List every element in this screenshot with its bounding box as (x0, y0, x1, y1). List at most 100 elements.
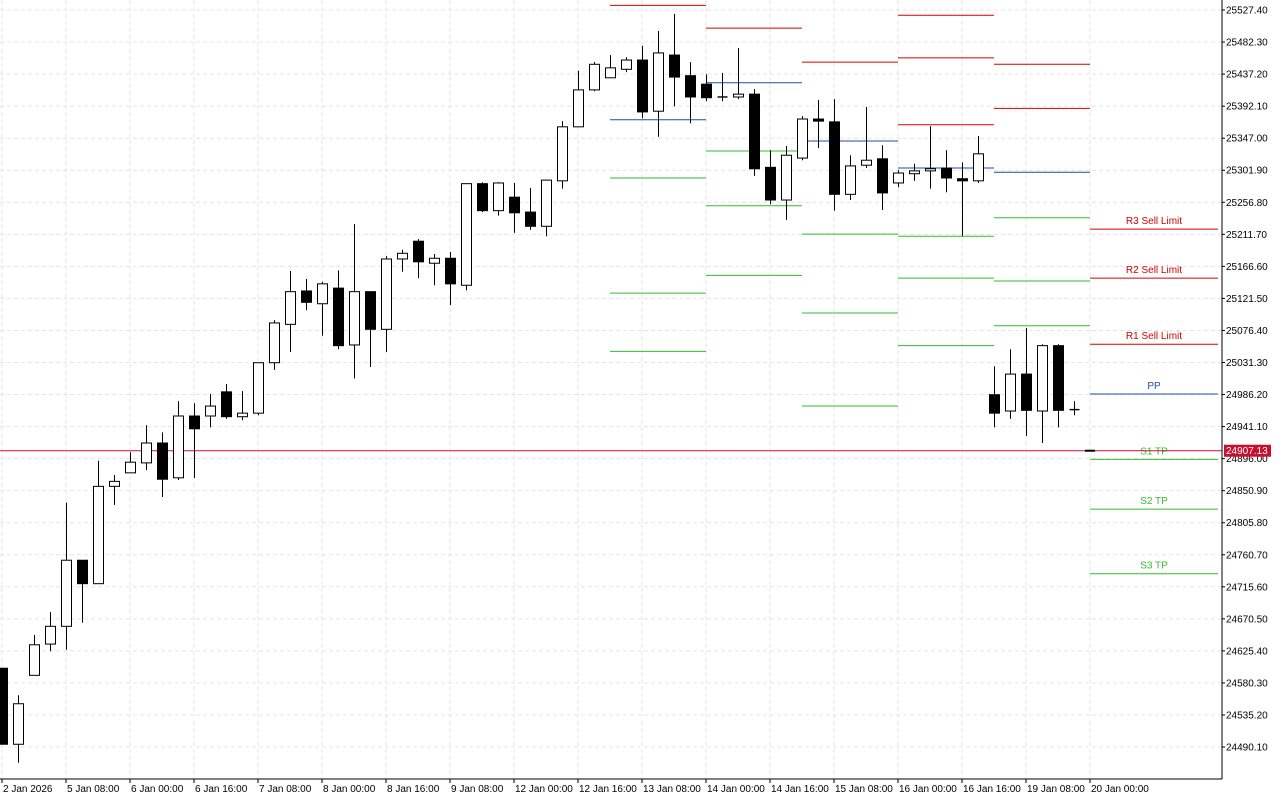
candle-body (173, 415, 184, 479)
candle-body (93, 485, 104, 585)
candle-body (605, 67, 616, 79)
candle-body (461, 183, 472, 286)
x-tick-label: 12 Jan 00:00 (515, 784, 573, 795)
candle-body (157, 442, 168, 480)
candle-body (749, 93, 760, 170)
y-tick-label: 24715.60 (1226, 582, 1268, 593)
pivot-label: PP (1147, 381, 1161, 392)
current-price-label: 24907.13 (1226, 446, 1268, 457)
y-tick-label: 24805.80 (1226, 518, 1268, 529)
support-label: S3 TP (1140, 561, 1168, 572)
candle-body (381, 258, 392, 330)
current-price-box (1224, 444, 1271, 457)
candle-body (269, 322, 280, 364)
x-tick-label: 7 Jan 08:00 (259, 784, 312, 795)
y-tick-label: 25031.30 (1226, 358, 1268, 369)
x-tick-label: 12 Jan 16:00 (579, 784, 637, 795)
candle-body (893, 172, 904, 184)
y-tick-label: 24670.50 (1226, 614, 1268, 625)
y-tick-label: 24760.70 (1226, 550, 1268, 561)
y-tick-label: 25437.20 (1226, 70, 1268, 81)
y-tick-label: 25347.00 (1226, 134, 1268, 145)
candle-body (125, 461, 136, 474)
y-tick-label: 24580.30 (1226, 678, 1268, 689)
candle-body (941, 167, 952, 179)
candle-body (1037, 345, 1048, 412)
candle-body (301, 290, 312, 303)
y-tick-label: 24896.00 (1226, 454, 1268, 465)
candle-body (285, 291, 296, 325)
candle-body (957, 178, 968, 182)
candle-body (909, 170, 920, 175)
x-tick-label: 5 Jan 08:00 (67, 784, 120, 795)
y-tick-label: 25121.50 (1226, 294, 1268, 305)
resistance-label: R2 Sell Limit (1126, 265, 1182, 276)
candle-body (589, 63, 600, 91)
y-tick-label: 24490.10 (1226, 743, 1268, 754)
x-tick-label: 16 Jan 00:00 (899, 784, 957, 795)
y-tick-label: 25076.40 (1226, 326, 1268, 337)
candle-body (205, 405, 216, 417)
candle-body (733, 93, 744, 98)
candle-body (621, 59, 632, 70)
candle-body (221, 391, 232, 418)
candle-body (77, 559, 88, 585)
candle-body (877, 158, 888, 194)
x-tick-label: 14 Jan 16:00 (771, 784, 829, 795)
x-tick-label: 8 Jan 00:00 (323, 784, 376, 795)
candle-body (653, 52, 664, 112)
support-label: S2 TP (1140, 496, 1168, 507)
x-tick-label: 13 Jan 08:00 (643, 784, 701, 795)
candle-body (797, 118, 808, 159)
candle-body (253, 362, 264, 414)
candle-body (925, 168, 936, 172)
candle-body (317, 283, 328, 305)
candle-body (813, 118, 824, 122)
candle-body (765, 166, 776, 201)
resistance-label: R1 Sell Limit (1126, 331, 1182, 342)
x-tick-label: 6 Jan 00:00 (131, 784, 184, 795)
candle-body (333, 287, 344, 347)
candle-body (141, 442, 152, 464)
y-tick-label: 25482.30 (1226, 38, 1268, 49)
x-tick-label: 16 Jan 16:00 (963, 784, 1021, 795)
x-tick-label: 14 Jan 00:00 (707, 784, 765, 795)
candle-body (349, 291, 360, 346)
candle-body (109, 480, 120, 487)
candle-body (237, 412, 248, 418)
candle-body (61, 559, 72, 627)
candle-body (429, 257, 440, 264)
y-tick-label: 25256.80 (1226, 198, 1268, 209)
candle-body (861, 159, 872, 166)
candle-body (637, 59, 648, 113)
candle-body (845, 165, 856, 195)
candle-body (685, 75, 696, 98)
candle-body (477, 183, 488, 212)
y-tick-label: 24850.90 (1226, 486, 1268, 497)
x-tick-label: 19 Jan 08:00 (1027, 784, 1085, 795)
candle-body (397, 252, 408, 260)
y-tick-label: 24941.10 (1226, 422, 1268, 433)
y-tick-label: 24625.40 (1226, 646, 1268, 657)
y-tick-label: 25392.10 (1226, 102, 1268, 113)
y-tick-label: 25527.40 (1226, 6, 1268, 17)
candle-body (13, 703, 24, 745)
candle-body (1053, 345, 1064, 411)
x-tick-label: 20 Jan 00:00 (1091, 784, 1149, 795)
candle-body (1021, 373, 1032, 411)
x-tick-label: 9 Jan 08:00 (451, 784, 504, 795)
y-tick-label: 25166.60 (1226, 262, 1268, 273)
candle-body (413, 240, 424, 263)
x-tick-label: 15 Jan 08:00 (835, 784, 893, 795)
candle-body (493, 182, 504, 212)
candle-body (525, 211, 536, 227)
candle-body (29, 644, 40, 676)
x-tick-label: 6 Jan 16:00 (195, 784, 248, 795)
candle-body (701, 83, 712, 99)
candle-body (445, 257, 456, 285)
candle-body (669, 54, 680, 78)
candle-body (45, 625, 56, 645)
